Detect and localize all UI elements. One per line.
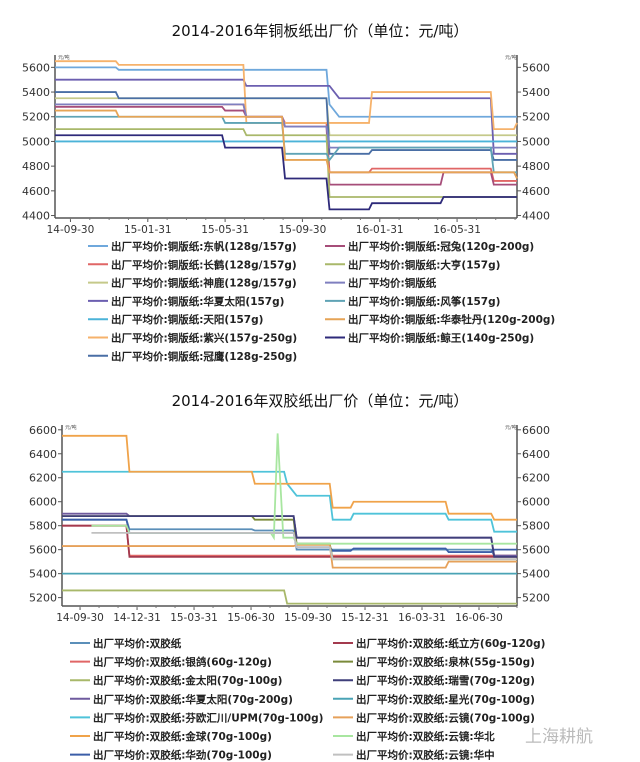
x-tick-label: 16-06-30 (455, 612, 503, 624)
x-tick-label: 14-09-30 (47, 224, 95, 236)
x-tick-label: 16-05-31 (433, 224, 481, 236)
x-tick-label: 15-09-30 (279, 224, 327, 236)
x-tick-label: 15-03-31 (170, 612, 218, 624)
y-tick-label: 6600 (522, 424, 550, 437)
y-tick-label: 4800 (522, 160, 550, 173)
legend-label: 出厂平均价:双胶纸:瑞雪(70g-120g) (356, 674, 535, 687)
chart-1: 元/吨 元/吨 5200 5200 5400 5400 5600 5600 5800 5800 60… (29, 424, 550, 762)
legend-label: 出厂平均价:铜版纸:冠兔(120g-200g) (348, 240, 534, 253)
y-tick-label: 5800 (29, 520, 57, 533)
legend-label: 出厂平均价:双胶纸:芬欧汇川/UPM(70g-100g) (93, 711, 323, 724)
legend-label: 出厂平均价:双胶纸:纸立方(60g-120g) (356, 637, 545, 650)
series-line (62, 434, 517, 521)
x-tick-label: 15-06-30 (227, 612, 275, 624)
unit-label: 元/吨 (505, 54, 517, 61)
y-tick-label: 6200 (29, 472, 57, 485)
legend-label: 出厂平均价:铜版纸:长鹤(128g/157g) (111, 258, 297, 271)
x-tick-label: 14-09-30 (56, 612, 104, 624)
legend-label: 出厂平均价:双胶纸:华劲(70g-100g) (93, 749, 272, 762)
y-tick-label: 6000 (29, 496, 57, 509)
series-line (62, 470, 517, 533)
y-tick-label: 4400 (22, 210, 50, 223)
legend-label: 出厂平均价:铜版纸 (348, 277, 437, 290)
series-line (55, 109, 518, 179)
y-tick-label: 6000 (522, 496, 550, 509)
y-tick-label: 4600 (522, 185, 550, 198)
y-tick-label: 5200 (22, 111, 50, 124)
x-tick-label: 16-03-31 (398, 612, 446, 624)
chart-title-offset-paper: 2014-2016年双胶纸出厂价（单位：元/吨） (171, 392, 469, 410)
legend-label: 出厂平均价:双胶纸:星光(70g-100g) (356, 693, 535, 706)
y-tick-label: 6400 (522, 448, 550, 461)
y-tick-label: 5000 (22, 135, 50, 148)
legend-label: 出厂平均价:铜版纸:大亨(157g) (348, 258, 500, 271)
series-line (62, 589, 517, 605)
y-tick-label: 5200 (522, 592, 550, 605)
y-tick-label: 5600 (29, 544, 57, 557)
y-tick-label: 5200 (522, 111, 550, 124)
y-tick-label: 5000 (522, 135, 550, 148)
legend-label: 出厂平均价:双胶纸:云镜(70g-100g) (356, 711, 535, 724)
series-line (62, 515, 517, 558)
series-line (91, 531, 517, 561)
series-line (55, 115, 517, 174)
legend-label: 出厂平均价:双胶纸:云镜:华北 (356, 730, 495, 743)
series-line (55, 128, 517, 198)
series-line (62, 543, 517, 569)
chart-0: 元/吨 元/吨 4400 4400 4600 4600 4800 4800 5000 5000 52… (22, 54, 555, 363)
x-tick-label: 15-09-30 (284, 612, 332, 624)
y-tick-label: 5400 (522, 568, 550, 581)
unit-label: 元/吨 (58, 54, 70, 61)
series-line (55, 60, 518, 130)
series-line (55, 91, 517, 161)
y-tick-label: 5400 (22, 86, 50, 99)
y-tick-label: 5800 (522, 520, 550, 533)
series-line (55, 66, 517, 118)
unit-label: 元/吨 (65, 424, 77, 431)
series-line (91, 433, 517, 545)
legend-label: 出厂平均价:铜版纸:冠鹰(128g-250g) (111, 350, 297, 363)
y-tick-label: 6200 (522, 472, 550, 485)
legend-label: 出厂平均价:双胶纸:金太阳(70g-100g) (93, 674, 282, 687)
y-tick-label: 5400 (522, 86, 550, 99)
legend-label: 出厂平均价:铜版纸:风筝(157g) (348, 295, 500, 308)
x-tick-label: 14-12-31 (113, 612, 161, 624)
x-tick-label: 15-01-31 (124, 224, 172, 236)
watermark: 上海耕航 (525, 727, 593, 747)
legend-label: 出厂平均价:铜版纸:紫兴(157g-250g) (111, 332, 297, 345)
y-tick-label: 5200 (29, 592, 57, 605)
y-tick-label: 6600 (29, 424, 57, 437)
y-tick-label: 6400 (29, 448, 57, 461)
x-tick-label: 16-01-31 (356, 224, 404, 236)
y-tick-label: 5600 (22, 61, 50, 74)
legend-label: 出厂平均价:双胶纸:泉林(55g-150g) (356, 656, 535, 669)
chart-title-coated-paper: 2014-2016年铜板纸出厂价（单位：元/吨） (171, 22, 469, 40)
legend-label: 出厂平均价:双胶纸 (93, 637, 182, 650)
legend-label: 出厂平均价:铜版纸:华泰牡丹(120g-200g) (348, 313, 555, 326)
legend-label: 出厂平均价:铜版纸:神鹿(128g/157g) (111, 277, 297, 290)
legend-label: 出厂平均价:铜版纸:鲸王(140g-250g) (348, 332, 534, 345)
y-tick-label: 5400 (29, 568, 57, 581)
legend-label: 出厂平均价:双胶纸:华夏太阳(70g-200g) (93, 693, 293, 706)
series-line (55, 134, 517, 211)
legend-label: 出厂平均价:铜版纸:天阳(157g) (111, 313, 263, 326)
legend-label: 出厂平均价:铜版纸:东帆(128g/157g) (111, 240, 297, 253)
y-tick-label: 5600 (522, 61, 550, 74)
legend-label: 出厂平均价:双胶纸:金球(70g-100g) (93, 730, 272, 743)
x-tick-label: 15-12-31 (341, 612, 389, 624)
legend-label: 出厂平均价:双胶纸:银鸽(60g-120g) (93, 656, 272, 669)
y-tick-label: 5600 (522, 544, 550, 557)
y-tick-label: 4600 (22, 185, 50, 198)
series-line (62, 518, 517, 553)
legend-label: 出厂平均价:铜版纸:华夏太阳(157g) (111, 295, 284, 308)
y-tick-label: 4400 (522, 210, 550, 223)
legend-label: 出厂平均价:双胶纸:云镜:华中 (356, 749, 495, 762)
x-tick-label: 15-05-31 (201, 224, 249, 236)
y-tick-label: 4800 (22, 160, 50, 173)
unit-label: 元/吨 (505, 424, 517, 431)
